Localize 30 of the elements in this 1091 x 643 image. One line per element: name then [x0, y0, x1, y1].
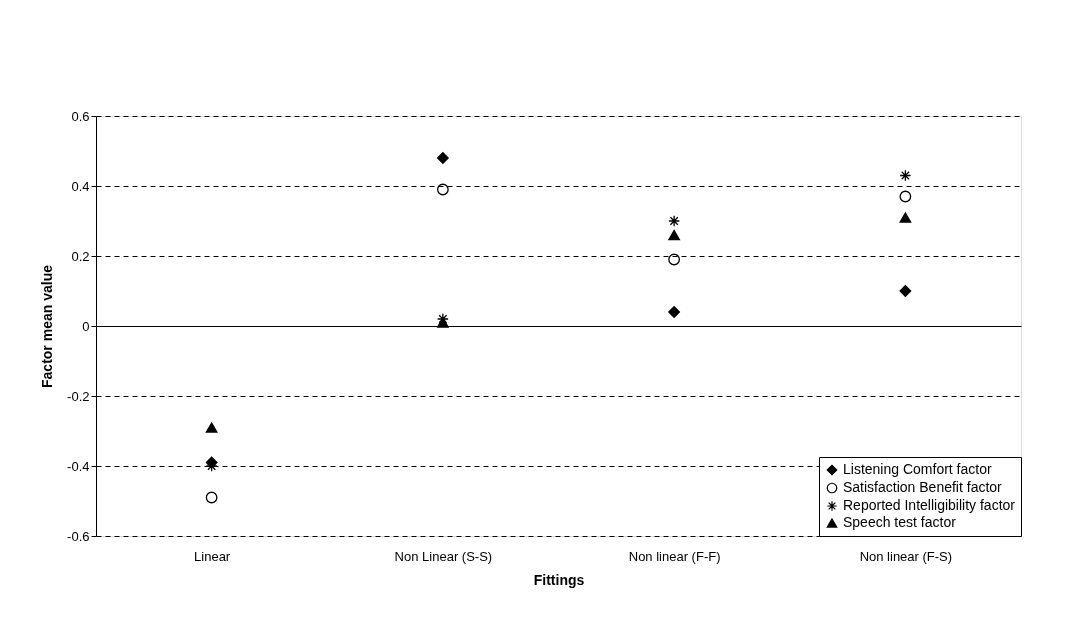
x-tick-label: Linear: [194, 548, 231, 564]
point: [205, 422, 218, 433]
x-axis-title: Fittings: [533, 571, 585, 588]
point: [668, 215, 681, 227]
x-tick-label: Non linear (F-S): [859, 548, 953, 564]
y-tick-label: 0: [82, 318, 90, 334]
y-tick-label: -0.6: [67, 528, 90, 544]
x-tick-label: Non Linear (S-S): [394, 548, 493, 564]
point: [436, 183, 449, 196]
point: [436, 317, 449, 328]
point: [899, 190, 912, 203]
point: [668, 253, 681, 266]
point: [205, 491, 218, 504]
point: [668, 306, 681, 318]
legend-label: Speech test factor: [843, 514, 957, 530]
point: [899, 285, 912, 297]
legend-label: Satisfaction Benefit factor: [843, 479, 1003, 495]
legend-label: Listening Comfort factor: [843, 461, 992, 477]
point: [436, 152, 449, 164]
point: [668, 229, 681, 241]
x-tick-label: Non linear (F-F): [628, 548, 721, 564]
y-tick-label: -0.4: [67, 458, 90, 474]
y-axis-title: Factor mean value: [39, 264, 56, 388]
point: [899, 169, 912, 182]
point: [899, 212, 912, 223]
y-tick-label: -0.2: [67, 388, 90, 404]
y-tick-label: 0.2: [71, 248, 90, 264]
y-tick-label: 0.4: [71, 178, 90, 194]
y-tick-label: 0.6: [71, 108, 90, 124]
legend-label: Reported Intelligibility factor: [843, 497, 1016, 513]
